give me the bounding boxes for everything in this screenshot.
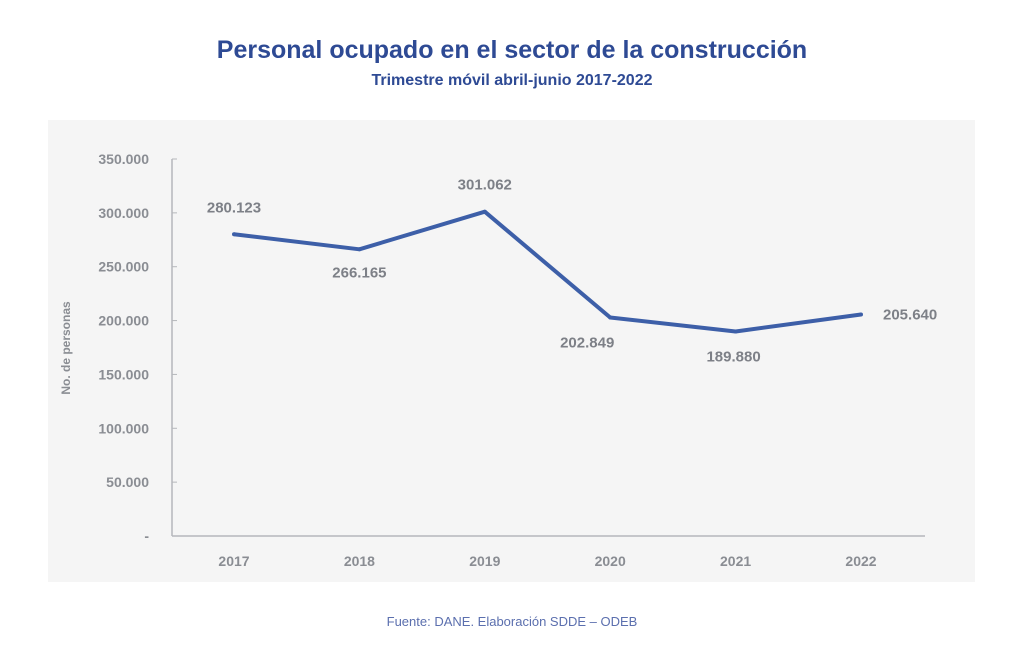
y-tick-label: 150.000 xyxy=(98,366,149,382)
data-label: 280.123 xyxy=(207,199,261,216)
y-tick-label: 300.000 xyxy=(98,205,149,221)
data-label: 266.165 xyxy=(332,264,386,281)
data-point xyxy=(608,315,613,320)
y-tick-label: 50.000 xyxy=(106,474,149,490)
data-label: 301.062 xyxy=(458,177,512,194)
chart-subtitle: Trimestre móvil abril-junio 2017-2022 xyxy=(371,72,653,89)
x-tick-label: 2019 xyxy=(469,553,500,569)
x-tick-label: 2017 xyxy=(218,553,249,569)
x-tick-label: 2022 xyxy=(845,553,876,569)
series-line xyxy=(233,209,862,334)
data-point xyxy=(482,209,487,214)
data-label: 202.849 xyxy=(560,335,614,352)
y-tick-label: 200.000 xyxy=(98,313,149,329)
y-tick-label: 250.000 xyxy=(98,259,149,275)
y-tick-label: - xyxy=(144,528,149,544)
x-tick-label: 2020 xyxy=(595,553,626,569)
source-note: Fuente: DANE. Elaboración SDDE – ODEB xyxy=(386,614,638,629)
y-tick-label: 350.000 xyxy=(98,151,149,167)
data-point xyxy=(733,329,738,334)
data-label: 205.640 xyxy=(883,306,937,323)
y-tick-label: 100.000 xyxy=(98,420,149,436)
plot-panel xyxy=(48,120,975,582)
chart-title: Personal ocupado en el sector de la cons… xyxy=(216,36,808,64)
x-tick-label: 2018 xyxy=(344,553,375,569)
data-label: 189.880 xyxy=(706,348,760,365)
data-point xyxy=(357,247,362,252)
data-point xyxy=(859,312,863,317)
x-tick-label: 2021 xyxy=(720,553,751,569)
data-point xyxy=(232,232,236,237)
y-axis-label: No. de personas xyxy=(59,301,73,395)
